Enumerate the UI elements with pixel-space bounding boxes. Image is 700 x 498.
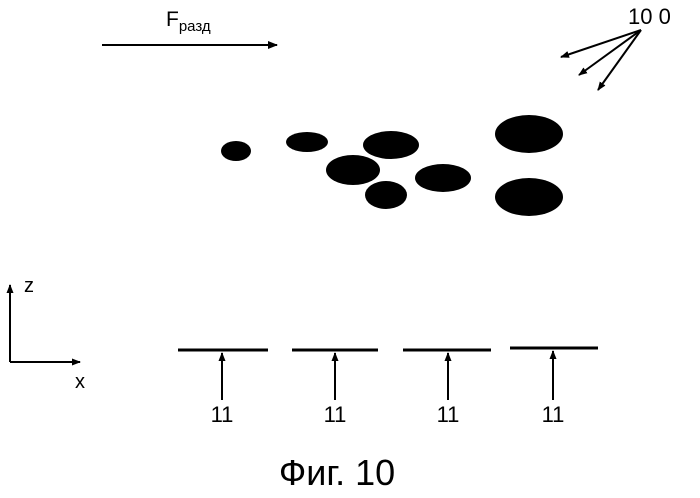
x-axis-label: x [75,371,85,393]
particle-1 [221,141,251,161]
particle-3 [326,155,380,185]
electrode-3: 11 [403,350,491,427]
pointer-arrow-1 [561,30,641,57]
force-symbol: F [166,8,179,31]
particles [221,115,563,216]
electrode-label: 11 [324,402,347,427]
particle-6 [415,164,471,192]
particle-2 [286,132,328,152]
electrode-label: 11 [437,402,460,427]
electrode-4: 11 [510,348,598,427]
coordinate-axes: z x [10,275,85,393]
pointer-arrow-2 [579,30,641,75]
electrode-label: 11 [542,402,565,427]
electrode-1: 11 [178,350,268,427]
pointer-arrow-3 [598,30,641,90]
electrode-label: 11 [211,402,234,427]
electrode-2: 11 [292,350,378,427]
particle-8 [495,178,563,216]
particle-7 [495,115,563,153]
force-label: Fразд [166,8,211,35]
force-subscript: разд [179,18,211,35]
particle-4 [363,131,419,159]
figure-caption: Фиг. 10 [279,452,395,493]
z-axis-label: z [24,275,34,297]
particle-group-label: 10 0 [628,4,671,29]
particle-5 [365,181,407,209]
